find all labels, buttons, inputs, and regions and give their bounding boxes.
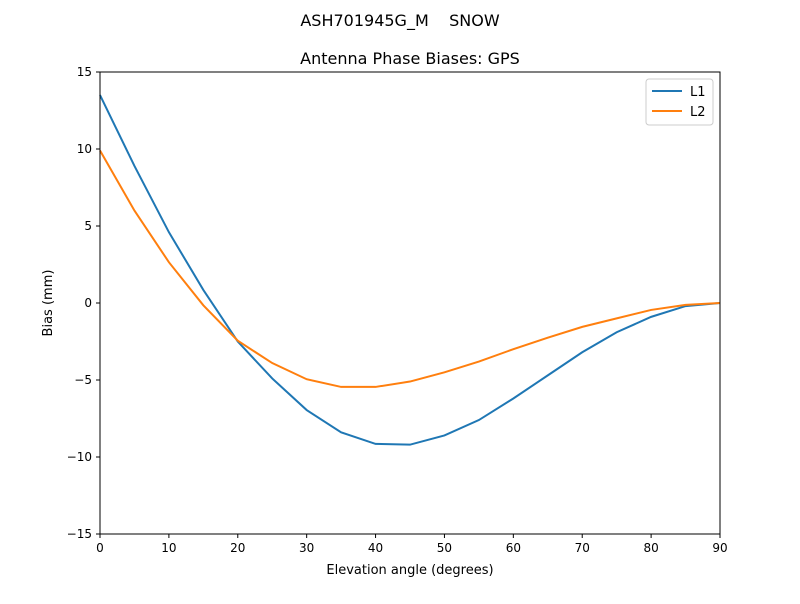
y-tick-label: −15 bbox=[67, 527, 92, 541]
legend-label: L1 bbox=[690, 85, 706, 100]
y-tick-label: 5 bbox=[84, 219, 92, 233]
chart-title: Antenna Phase Biases: GPS bbox=[300, 49, 520, 68]
series-line-l1 bbox=[99, 94, 721, 446]
y-tick-label: 0 bbox=[84, 296, 92, 310]
x-tick-label: 90 bbox=[712, 541, 727, 555]
y-tick-label: −10 bbox=[67, 450, 92, 464]
series-line-l2 bbox=[99, 150, 721, 388]
legend-label: L2 bbox=[690, 105, 706, 120]
y-tick-label: 10 bbox=[77, 142, 92, 156]
chart-suptitle: ASH701945G_M SNOW bbox=[300, 11, 499, 31]
x-tick-label: 10 bbox=[161, 541, 176, 555]
x-tick-label: 20 bbox=[230, 541, 245, 555]
x-tick-label: 70 bbox=[575, 541, 590, 555]
y-axis: 15 10 5 0 −5 −10 −15 bbox=[67, 65, 100, 541]
x-tick-label: 30 bbox=[299, 541, 314, 555]
y-tick-label: −5 bbox=[74, 373, 92, 387]
x-axis: 0 10 20 30 40 50 60 70 80 90 bbox=[96, 534, 728, 555]
x-tick-label: 0 bbox=[96, 541, 104, 555]
plot-area bbox=[99, 94, 721, 446]
y-tick-label: 15 bbox=[77, 65, 92, 79]
x-tick-label: 50 bbox=[437, 541, 452, 555]
x-axis-label: Elevation angle (degrees) bbox=[326, 563, 493, 578]
x-tick-label: 40 bbox=[368, 541, 383, 555]
y-axis-label: Bias (mm) bbox=[41, 270, 56, 337]
x-tick-label: 60 bbox=[506, 541, 521, 555]
axes-frame bbox=[99, 71, 721, 535]
x-tick-label: 80 bbox=[643, 541, 658, 555]
